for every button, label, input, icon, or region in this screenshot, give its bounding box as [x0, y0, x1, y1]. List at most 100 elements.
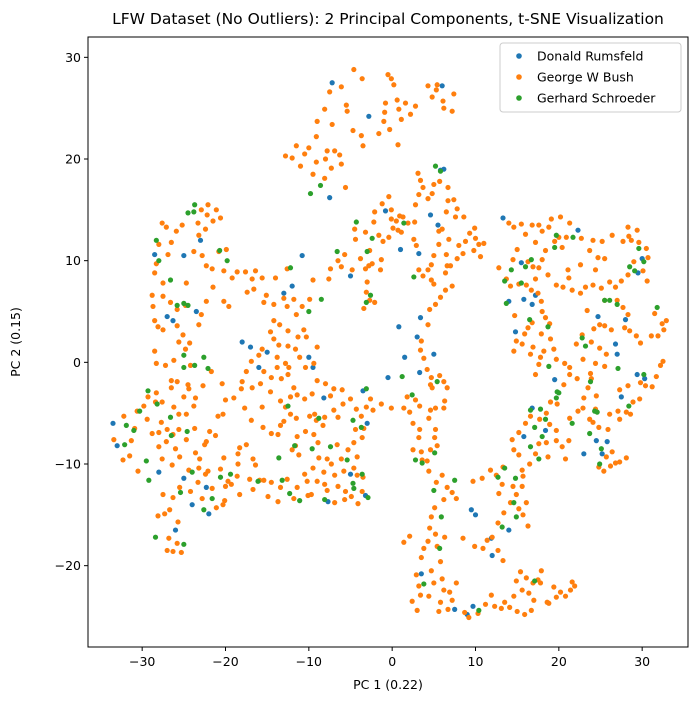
data-point — [559, 444, 565, 450]
data-point — [567, 415, 573, 421]
data-point — [181, 364, 187, 371]
data-point — [432, 531, 439, 537]
data-point — [581, 395, 587, 401]
data-point — [217, 247, 223, 254]
data-point — [523, 282, 529, 288]
data-point — [453, 495, 459, 502]
data-point — [409, 598, 415, 604]
data-point — [226, 303, 232, 310]
data-point — [309, 391, 315, 397]
data-point — [502, 465, 508, 471]
data-point — [160, 280, 166, 286]
data-point — [334, 442, 340, 448]
data-point — [197, 456, 203, 462]
data-point — [243, 368, 249, 375]
data-point — [538, 331, 544, 337]
data-point — [470, 603, 476, 609]
data-point — [183, 437, 189, 443]
data-point — [259, 275, 265, 281]
data-point — [271, 301, 277, 307]
data-point — [604, 439, 610, 445]
data-point — [282, 153, 289, 159]
data-point — [602, 323, 608, 329]
data-point — [417, 369, 423, 376]
data-point — [413, 572, 419, 578]
data-point — [660, 358, 666, 364]
data-point — [620, 304, 626, 311]
data-point — [397, 246, 404, 253]
data-point — [451, 197, 457, 203]
data-point — [267, 389, 274, 395]
data-point — [398, 116, 404, 122]
data-point — [653, 373, 659, 380]
data-point — [428, 262, 434, 268]
data-point — [421, 545, 427, 551]
data-point — [164, 426, 170, 433]
data-point — [596, 424, 602, 430]
data-point — [210, 218, 216, 224]
data-point — [187, 362, 194, 368]
data-point — [337, 152, 343, 158]
data-point — [301, 327, 307, 333]
data-point — [546, 224, 552, 230]
data-point — [329, 80, 335, 86]
data-point — [614, 301, 620, 307]
data-point — [444, 484, 450, 490]
data-point — [637, 380, 644, 386]
data-point — [644, 278, 650, 284]
data-point — [158, 419, 164, 425]
data-point — [400, 214, 406, 220]
data-point — [441, 587, 447, 593]
data-point — [419, 460, 425, 466]
data-point — [192, 362, 198, 368]
data-point — [529, 301, 535, 307]
data-point — [498, 605, 504, 611]
data-point — [401, 539, 407, 545]
data-point — [213, 505, 219, 511]
data-point — [277, 422, 284, 428]
legend-marker — [516, 74, 522, 80]
data-point — [415, 170, 421, 176]
data-point — [342, 251, 348, 258]
data-point — [417, 347, 424, 353]
x-tick-label: −10 — [296, 654, 322, 669]
data-point — [427, 212, 434, 218]
data-point — [185, 302, 191, 308]
data-point — [285, 328, 291, 334]
data-point — [152, 348, 158, 354]
data-point — [496, 265, 502, 271]
data-point — [208, 368, 214, 375]
data-point — [279, 477, 285, 483]
data-point — [285, 343, 291, 349]
data-point — [327, 89, 333, 95]
data-point — [370, 407, 376, 413]
data-point — [618, 278, 624, 284]
data-point — [341, 468, 347, 474]
data-point — [261, 299, 267, 305]
data-point — [114, 443, 120, 449]
legend: Donald Rumsfeld George W Bush Gerhard Schr… — [499, 42, 682, 113]
data-point — [209, 495, 215, 502]
data-point — [427, 306, 433, 313]
data-point — [431, 252, 437, 259]
data-point — [175, 519, 181, 525]
data-point — [388, 216, 394, 222]
data-point — [327, 266, 334, 272]
data-point — [514, 246, 520, 253]
data-point — [552, 377, 558, 383]
data-point — [460, 250, 466, 257]
data-point — [441, 379, 447, 385]
data-point — [471, 247, 477, 254]
data-point — [503, 300, 509, 306]
data-point — [416, 583, 422, 589]
data-point — [201, 354, 207, 360]
data-point — [511, 224, 517, 230]
x-tick-label: −20 — [212, 654, 238, 669]
data-point — [210, 284, 216, 290]
data-point — [302, 364, 309, 371]
data-point — [369, 235, 375, 241]
data-point — [372, 299, 378, 305]
data-point — [127, 453, 133, 459]
data-point — [426, 593, 432, 599]
data-point — [221, 455, 227, 461]
